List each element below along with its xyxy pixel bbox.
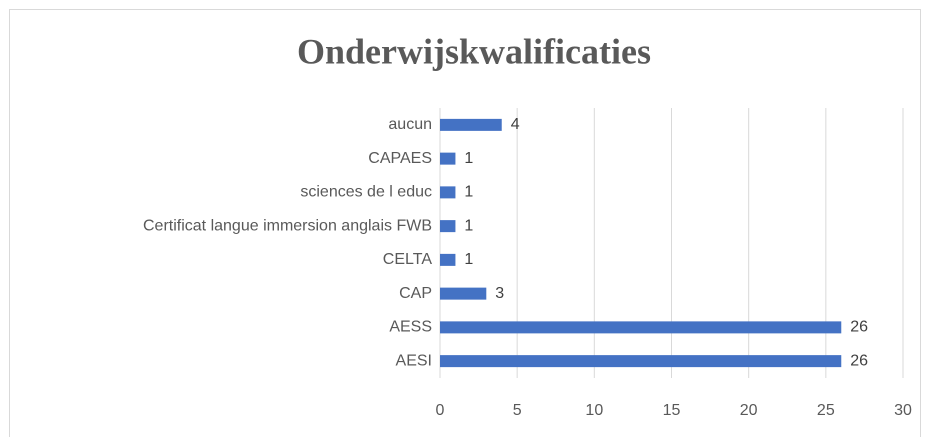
y-tick-label: CAPAES xyxy=(368,150,432,167)
x-tick-label: 25 xyxy=(817,402,835,419)
x-tick-label: 10 xyxy=(585,402,603,419)
y-tick-label: aucun xyxy=(388,116,432,133)
x-tick-label: 0 xyxy=(436,402,445,419)
y-tick-label: CAP xyxy=(399,285,432,302)
y-tick-label: CELTA xyxy=(383,251,433,268)
y-tick-label: sciences de l educ xyxy=(300,184,432,201)
data-label: 1 xyxy=(464,251,473,268)
x-tick-label: 30 xyxy=(894,402,912,419)
y-tick-label: AESS xyxy=(389,319,432,336)
chart-title: Onderwijskwalificaties xyxy=(297,31,651,71)
data-label: 4 xyxy=(511,116,520,133)
data-label: 1 xyxy=(464,184,473,201)
bar xyxy=(440,321,842,334)
y-tick-label: AESI xyxy=(396,352,432,369)
y-tick-label: Certificat langue immersion anglais FWB xyxy=(143,217,432,234)
data-label: 26 xyxy=(850,319,868,336)
x-tick-label: 5 xyxy=(513,402,522,419)
data-label: 26 xyxy=(850,352,868,369)
data-label: 1 xyxy=(464,217,473,234)
data-label: 3 xyxy=(495,285,504,302)
bar xyxy=(440,152,456,165)
bar xyxy=(440,118,502,131)
bar xyxy=(440,220,456,233)
x-tick-label: 20 xyxy=(740,402,758,419)
x-tick-label: 15 xyxy=(663,402,681,419)
bar xyxy=(440,287,487,300)
bar xyxy=(440,186,456,199)
bar xyxy=(440,253,456,266)
data-label: 1 xyxy=(464,150,473,167)
bar xyxy=(440,355,842,368)
